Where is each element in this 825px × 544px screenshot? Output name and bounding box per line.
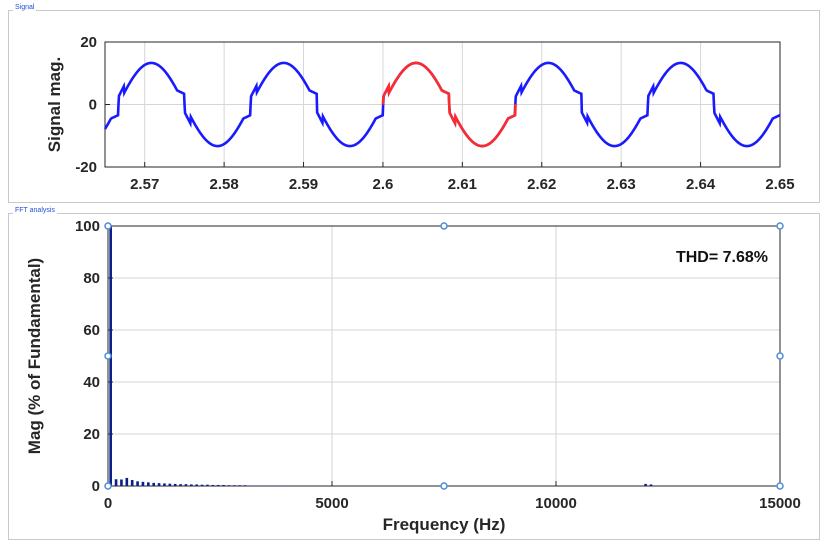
fft-bar bbox=[157, 483, 161, 486]
fft-bar bbox=[243, 485, 247, 486]
fft-bar bbox=[286, 485, 290, 487]
fft-bar bbox=[276, 485, 279, 487]
fft-y-tick-label: 60 bbox=[83, 322, 100, 339]
fft-bar bbox=[190, 484, 193, 486]
fft-y-tick-label: 80 bbox=[83, 270, 100, 287]
signal-y-tick-label: 0 bbox=[89, 97, 97, 114]
signal-y-tick-label: 20 bbox=[80, 34, 97, 51]
fft-handle-marker bbox=[104, 352, 112, 360]
fft-handle-marker bbox=[104, 222, 112, 230]
fft-panel-title: FFT analysis bbox=[13, 207, 57, 214]
fft-x-tick-label: 5000 bbox=[315, 495, 348, 512]
fft-bar bbox=[125, 477, 129, 486]
fft-bar bbox=[265, 485, 268, 487]
signal-x-tick-label: 2.58 bbox=[210, 176, 239, 193]
fft-bar bbox=[195, 484, 199, 486]
fft-bar bbox=[179, 484, 182, 486]
signal-x-tick-label: 2.64 bbox=[686, 176, 716, 193]
fft-bar bbox=[238, 485, 242, 486]
signal-x-tick-label: 2.61 bbox=[448, 176, 477, 193]
fft-handle-marker bbox=[776, 482, 784, 490]
fft-bar bbox=[249, 485, 252, 487]
fft-y-tick-label: 0 bbox=[92, 478, 100, 495]
fft-handle-marker bbox=[440, 482, 448, 490]
fft-bar bbox=[168, 483, 172, 486]
fft-bar bbox=[233, 485, 236, 486]
fft-x-tick-label: 10000 bbox=[535, 495, 577, 512]
fft-handle-marker bbox=[104, 482, 112, 490]
fft-bar bbox=[141, 481, 145, 486]
signal-y-tick-label: -20 bbox=[75, 159, 97, 176]
fft-handle-marker bbox=[776, 352, 784, 360]
fft-bar bbox=[130, 480, 134, 486]
fft-handle-marker bbox=[440, 222, 448, 230]
fft-bar bbox=[649, 484, 653, 486]
fft-bar bbox=[147, 482, 150, 486]
signal-panel-title: Signal bbox=[13, 4, 37, 11]
signal-x-tick-label: 2.65 bbox=[765, 176, 794, 193]
fft-bar bbox=[173, 483, 177, 486]
fft-bar bbox=[216, 484, 220, 486]
fft-bar bbox=[259, 485, 263, 487]
fft-bar bbox=[281, 485, 285, 487]
fft-bar bbox=[227, 485, 231, 486]
fft-chart: 0 5000 10000 15000 0 20 40 60 80 100 Frequency (Hz… bbox=[25, 218, 801, 534]
fft-bar bbox=[163, 483, 166, 486]
fft-y-tick-label: 20 bbox=[83, 426, 100, 443]
fft-bar bbox=[206, 484, 209, 486]
fft-x-tick-label: 0 bbox=[104, 495, 112, 512]
fft-bar bbox=[136, 481, 139, 486]
signal-x-tick-label: 2.62 bbox=[527, 176, 556, 193]
fft-bar bbox=[114, 479, 118, 486]
signal-x-tick-label: 2.6 bbox=[373, 176, 394, 193]
fft-bar bbox=[211, 484, 215, 486]
fft-bar bbox=[254, 485, 258, 487]
fft-bar bbox=[270, 485, 274, 487]
fft-bar bbox=[222, 484, 225, 486]
signal-x-tick-label: 2.57 bbox=[130, 176, 159, 193]
signal-x-tick-label: 2.59 bbox=[289, 176, 318, 193]
fft-bar bbox=[120, 479, 123, 486]
fft-bar bbox=[152, 482, 155, 486]
fft-y-tick-label: 40 bbox=[83, 374, 100, 391]
fft-bar bbox=[184, 484, 188, 486]
fft-handle-marker bbox=[776, 222, 784, 230]
fft-y-axis-label: Mag (% of Fundamental) bbox=[25, 258, 44, 454]
signal-y-axis-label: Signal mag. bbox=[45, 57, 64, 152]
fft-y-tick-label: 100 bbox=[75, 218, 100, 235]
fft-plot-area bbox=[108, 226, 780, 486]
signal-analysis-window-line bbox=[381, 61, 517, 148]
fft-thd-annotation: THD= 7.68% bbox=[676, 249, 768, 266]
signal-chart: 2.57 2.58 2.59 2.6 2.61 2.62 2.63 2.64 2.65 -20 0 2… bbox=[45, 34, 795, 193]
signal-x-tick-label: 2.63 bbox=[607, 176, 636, 193]
fft-x-axis-label: Frequency (Hz) bbox=[383, 515, 506, 534]
fft-bar bbox=[644, 483, 647, 486]
fft-bar bbox=[200, 484, 204, 486]
fft-x-tick-label: 15000 bbox=[759, 495, 801, 512]
